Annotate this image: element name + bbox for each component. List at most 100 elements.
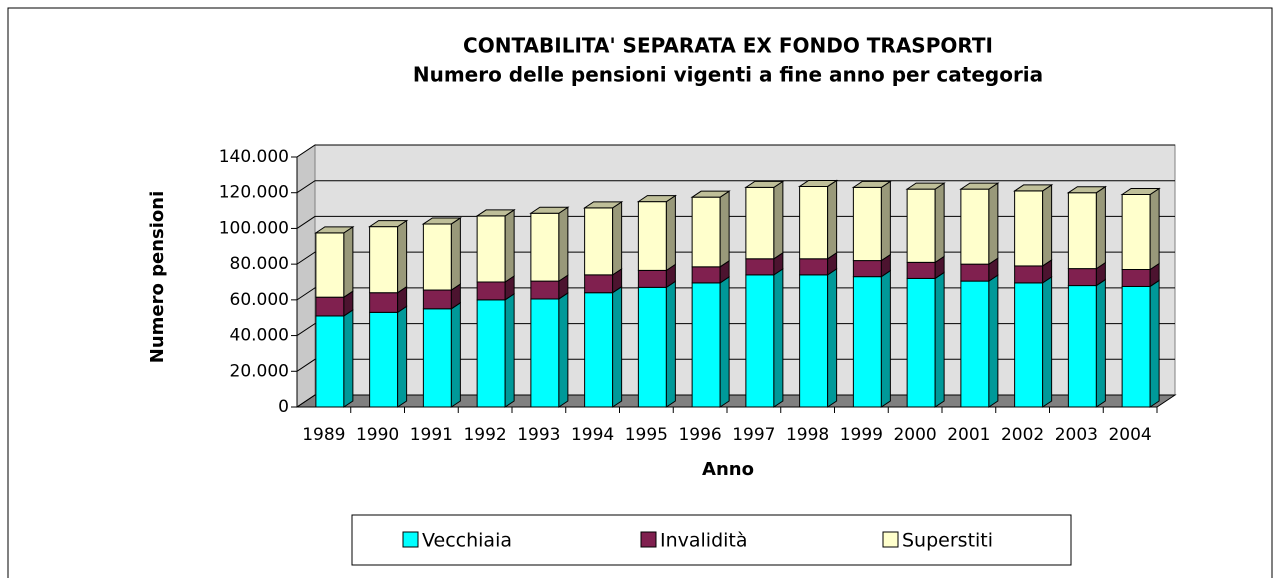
bar-side (558, 206, 569, 283)
bar-segment (584, 274, 614, 294)
bar-top (367, 220, 409, 228)
bar-side (773, 180, 784, 260)
chart-frame (7, 7, 1273, 578)
bar-segment (1014, 282, 1044, 408)
bar-segment (369, 292, 399, 313)
bar-segment (1067, 285, 1097, 408)
bar-segment (906, 261, 936, 279)
y-tick-label: 100.000 (219, 218, 289, 238)
bar-top (851, 180, 893, 188)
bar-segment (745, 274, 775, 408)
bar-segment (906, 188, 936, 263)
legend-box (351, 514, 1072, 566)
legend-label: Superstiti (902, 530, 993, 552)
bar-segment (852, 260, 882, 278)
y-axis-label: Numero pensioni (147, 191, 168, 364)
bar-segment (637, 269, 667, 288)
bar-segment (1067, 192, 1097, 270)
grid-line (296, 144, 1175, 158)
bar-side (397, 219, 408, 294)
chart-title: CONTABILITA' SEPARATA EX FONDO TRASPORTI (463, 34, 993, 58)
x-tick-label: 1999 (840, 425, 883, 445)
bar-top (959, 182, 1000, 190)
bar-side (504, 292, 515, 408)
bar-segment (1121, 194, 1151, 270)
bar-segment (745, 186, 775, 260)
legend-label: Invalidità (660, 530, 748, 552)
bar-top (475, 209, 516, 217)
bar-side (450, 217, 461, 291)
bar-side (988, 274, 999, 408)
x-tick-label: 1995 (625, 425, 668, 445)
bar-top (797, 179, 839, 187)
grid-line (296, 180, 1175, 194)
legend-swatch (882, 531, 899, 548)
bar-segment (476, 215, 506, 283)
bar-segment (637, 201, 667, 271)
bar-segment (369, 226, 399, 294)
bar-side (504, 208, 515, 283)
bar-top (1012, 184, 1054, 192)
bar-top (421, 217, 463, 225)
bar-segment (799, 185, 829, 260)
bar-side (612, 285, 623, 408)
bar-segment (637, 286, 667, 408)
legend-swatch (402, 531, 419, 548)
bar-side (773, 267, 784, 408)
legend-swatch (640, 531, 657, 548)
bar-side (1042, 275, 1053, 408)
bar-segment (584, 207, 614, 276)
bar-side (719, 275, 730, 408)
bar-segment (691, 282, 721, 408)
bar-segment (852, 276, 882, 408)
bar-segment (1014, 190, 1044, 267)
x-axis-label: Anno (702, 459, 754, 480)
bar-segment (799, 274, 829, 408)
bar-top (744, 180, 785, 188)
bar-segment (315, 315, 345, 408)
bar-segment (960, 263, 990, 282)
x-tick-label: 2000 (893, 425, 936, 445)
bar-top (690, 190, 731, 198)
bar-side (880, 269, 891, 408)
bar-segment (584, 292, 614, 408)
bar-segment (422, 308, 452, 408)
bar-top (1120, 188, 1161, 195)
x-tick-label: 2004 (1108, 425, 1151, 445)
bar-side (1149, 279, 1160, 408)
y-tick-label: 140.000 (219, 147, 289, 167)
bar-segment (315, 232, 345, 298)
bar-segment (691, 196, 721, 268)
bar-side (934, 271, 945, 408)
bar-side (343, 225, 354, 299)
bar-segment (1121, 269, 1151, 287)
bar-segment (530, 280, 560, 300)
bar-segment (906, 277, 936, 408)
bar-segment (960, 280, 990, 408)
bar-side (1095, 278, 1106, 408)
side-wall (296, 144, 316, 408)
bar-top (529, 206, 570, 214)
bar-side (988, 182, 999, 266)
x-tick-label: 1994 (571, 425, 614, 445)
bar-segment (852, 186, 882, 262)
x-tick-label: 2003 (1055, 425, 1098, 445)
y-tick-label: 120.000 (219, 183, 289, 203)
legend-label: Vecchiaia (422, 530, 512, 552)
x-tick-label: 1989 (302, 425, 345, 445)
bar-top (314, 226, 355, 234)
bar-top (1066, 186, 1108, 194)
y-tick-label: 80.000 (230, 254, 289, 274)
bar-segment (960, 188, 990, 265)
x-tick-label: 2001 (947, 425, 990, 445)
x-tick-label: 2002 (1001, 425, 1044, 445)
bar-side (450, 301, 461, 408)
bar-segment (369, 311, 399, 408)
bar-segment (1121, 285, 1151, 408)
bar-side (558, 292, 569, 408)
bar-side (665, 280, 676, 408)
x-tick-label: 1993 (517, 425, 560, 445)
bar-side (343, 308, 354, 408)
bar-segment (476, 299, 506, 408)
y-tick-label: 20.000 (230, 361, 289, 381)
